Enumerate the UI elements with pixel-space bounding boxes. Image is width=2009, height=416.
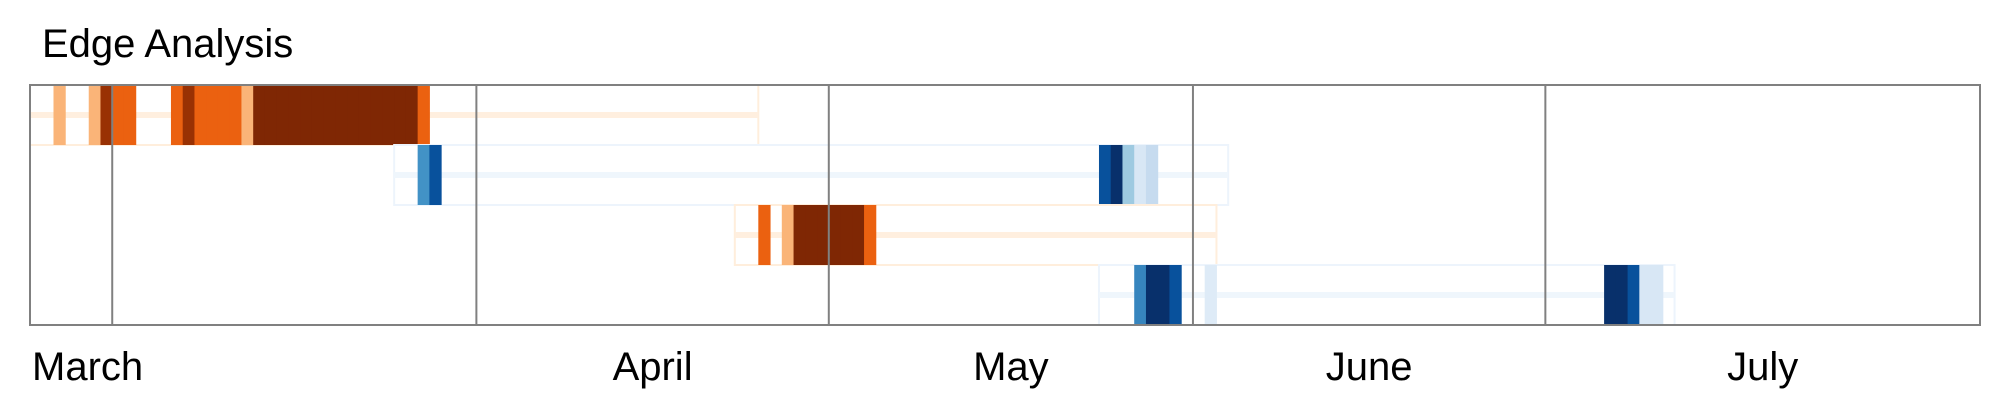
heatmap-cell	[1615, 265, 1629, 325]
heatmap-cell	[805, 205, 818, 265]
plot-frame	[29, 84, 1981, 326]
heatmap-cell	[100, 85, 113, 145]
heatmap-cell	[311, 85, 325, 145]
heatmap-cell	[817, 205, 830, 265]
heatmap-cell	[288, 85, 301, 145]
heatmap-cell	[264, 85, 278, 145]
heatmap-cell	[417, 85, 430, 145]
heatmap-cell	[852, 205, 865, 265]
heatmap-cell	[1639, 265, 1652, 325]
heatmap-cell	[758, 205, 771, 265]
heatmap-cell	[358, 85, 372, 145]
heatmap-cell	[123, 85, 137, 145]
heatmap-cell	[182, 85, 195, 145]
heatmap-cell	[1110, 145, 1123, 205]
month-tick-label: April	[613, 345, 693, 389]
heatmap-cell	[1204, 265, 1217, 325]
heatmap-cell	[194, 85, 207, 145]
heatmap-cell	[1145, 145, 1159, 205]
heatmap-cell	[112, 85, 125, 145]
heatmap-cell	[276, 85, 289, 145]
heatmap-cell	[170, 85, 184, 145]
heatmap-cell	[229, 85, 242, 145]
heatmap-cell	[1604, 265, 1617, 325]
month-tick-label: June	[1326, 345, 1413, 389]
heatmap-cell	[864, 205, 877, 265]
heatmap-cell	[88, 85, 101, 145]
heatmap-cell	[781, 205, 795, 265]
row-track	[394, 172, 1229, 178]
heatmap-cell	[1145, 265, 1159, 325]
heatmap-cell	[429, 145, 442, 205]
heatmap-cell	[1134, 265, 1147, 325]
heatmap-cell	[217, 85, 231, 145]
heatmap-cell	[1157, 265, 1170, 325]
month-tick-label: May	[973, 345, 1049, 389]
heatmap-cell	[405, 85, 419, 145]
heatmap-cell	[53, 85, 66, 145]
heatmap-cell	[1627, 265, 1640, 325]
month-tick-label: July	[1727, 345, 1798, 389]
gridlines-layer	[111, 85, 1547, 325]
heatmap-cell	[347, 85, 360, 145]
heatmap-cell	[335, 85, 348, 145]
heatmap-cell	[793, 205, 806, 265]
heatmap-cell	[253, 85, 266, 145]
heatmap-cell	[1651, 265, 1664, 325]
heatmap-cell	[241, 85, 254, 145]
heatmap-cell	[1169, 265, 1182, 325]
chart-title: Edge Analysis	[42, 22, 294, 66]
rows-layer	[29, 84, 1676, 326]
heatmap-cell	[300, 85, 313, 145]
heatmap-cell	[1122, 145, 1135, 205]
row-track	[734, 232, 1217, 238]
heatmap-cell	[370, 85, 383, 145]
heatmap-cell	[323, 85, 336, 145]
heatmap-cell	[1134, 145, 1147, 205]
heatmap-cell	[828, 205, 842, 265]
heatmap-cell	[382, 85, 395, 145]
labels-layer: March April May June July	[32, 345, 1798, 389]
heatmap-cell	[417, 145, 430, 205]
heatmap-cell	[840, 205, 853, 265]
heatmap-cell	[1098, 145, 1112, 205]
month-tick-label: March	[32, 345, 143, 389]
heatmap-cell	[206, 85, 219, 145]
row-track	[1098, 292, 1675, 298]
heatmap-cell	[394, 85, 407, 145]
